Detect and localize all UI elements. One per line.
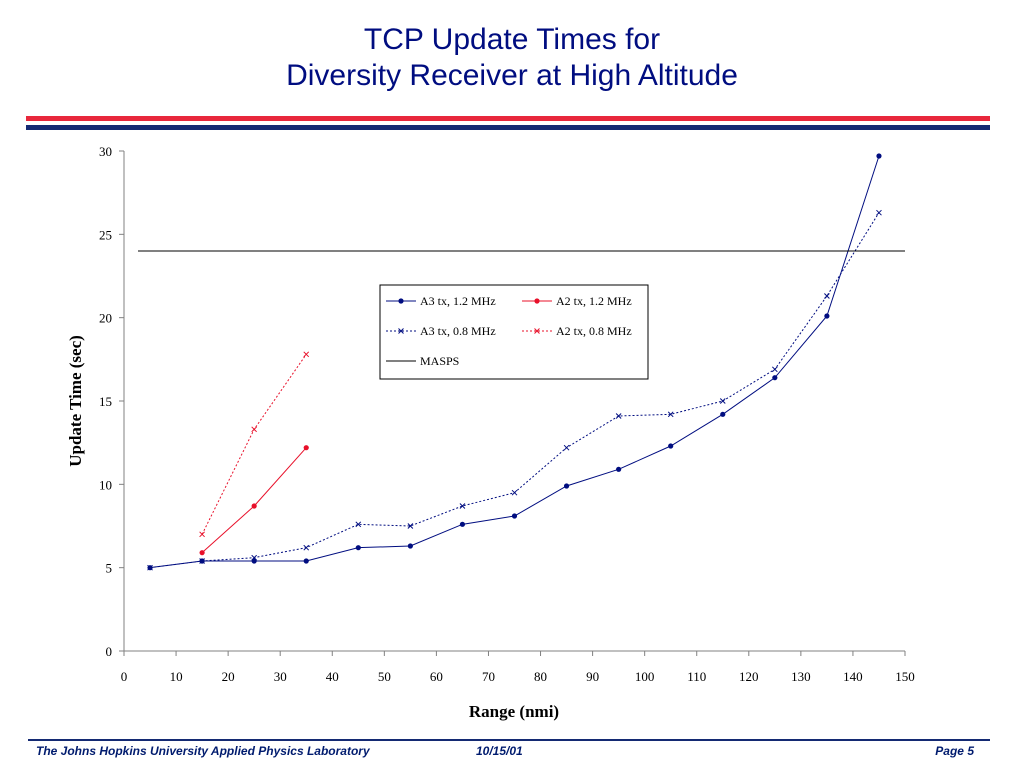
footer-page-number: Page 5: [935, 744, 974, 758]
legend-box: [379, 284, 649, 380]
legend-marker: [398, 298, 404, 304]
data-point: [303, 351, 310, 358]
data-point: [459, 503, 466, 509]
y-tick-label: 10: [99, 477, 112, 492]
x-tick-label: 150: [895, 669, 915, 684]
x-tick-label: 130: [791, 669, 811, 684]
x-tick-label: 70: [482, 669, 495, 684]
data-point: [355, 545, 361, 551]
x-tick-label: 30: [274, 669, 287, 684]
footer-rule: [28, 739, 990, 741]
chart-series: [138, 153, 905, 571]
data-point: [824, 293, 830, 299]
data-point: [668, 443, 674, 449]
data-point: [667, 411, 674, 418]
x-tick-label: 0: [121, 669, 128, 684]
data-point: [303, 544, 310, 551]
y-tick-label: 30: [99, 144, 112, 159]
data-point: [511, 513, 518, 519]
data-point: [615, 413, 622, 419]
data-point: [251, 426, 258, 433]
x-tick-label: 50: [378, 669, 391, 684]
data-point: [407, 543, 413, 549]
data-point: [251, 503, 257, 509]
series-a2-tx-1-2-mhz: [199, 445, 309, 556]
data-point: [199, 531, 205, 538]
legend-marker: [398, 328, 404, 334]
header-rule-blue: [26, 125, 990, 130]
slide-title-line-1: TCP Update Times for: [363, 23, 661, 56]
x-tick-label: 120: [739, 669, 759, 684]
y-axis-label: Update Time (sec): [66, 335, 85, 467]
x-tick-label: 110: [687, 669, 706, 684]
legend-item-a3-tx-0-8-mhz: A3 tx, 0.8 MHz: [386, 324, 496, 338]
chart-axes: 0 5 10 15 20 25 30 0 10 20 30 40 50 60 70 80 90 100 110 120…: [99, 144, 915, 684]
legend-marker: [534, 328, 540, 334]
y-tick-label: 15: [99, 394, 112, 409]
y-tick-label: 5: [106, 561, 113, 576]
data-point: [511, 489, 518, 496]
legend-item-a2-tx-1-2-mhz: A2 tx, 1.2 MHz: [522, 294, 632, 308]
x-tick-label: 100: [635, 669, 655, 684]
data-point: [824, 313, 830, 319]
data-point: [199, 550, 205, 556]
data-point: [616, 466, 622, 472]
legend-label: A3 tx, 0.8 MHz: [420, 324, 496, 338]
data-point: [355, 521, 362, 528]
data-point: [772, 375, 778, 381]
legend-label: A2 tx, 1.2 MHz: [556, 294, 632, 308]
data-point: [563, 444, 570, 451]
y-tick-label: 25: [99, 227, 112, 242]
data-point: [459, 521, 466, 527]
legend-label: A3 tx, 1.2 MHz: [420, 294, 496, 308]
data-point: [303, 558, 309, 564]
chart-legend: A3 tx, 1.2 MHz A2 tx, 1.2 MHz A3 tx, 0.8 M…: [379, 284, 649, 380]
update-time-chart: 0 5 10 15 20 25 30 0 10 20 30 40 50 60 70 80 90 100 110 120…: [66, 144, 915, 721]
x-tick-label: 90: [586, 669, 599, 684]
footer-organization: The Johns Hopkins University Applied Phy…: [36, 744, 370, 758]
slide-title-line-2: Diversity Receiver at High Altitude: [286, 59, 738, 92]
data-point: [199, 558, 205, 564]
header-rule-red: [26, 116, 990, 121]
data-point: [719, 398, 726, 404]
slide-title: TCP Update Times for Diversity Receiver …: [0, 22, 1024, 94]
x-tick-label: 60: [430, 669, 443, 684]
data-point: [147, 564, 153, 571]
data-point: [251, 558, 257, 564]
footer-date: 10/15/01: [476, 744, 523, 758]
legend-item-masps: MASPS: [386, 354, 459, 368]
x-axis-label: Range (nmi): [469, 702, 559, 721]
x-tick-label: 140: [843, 669, 863, 684]
x-tick-label: 80: [534, 669, 547, 684]
data-point: [771, 366, 778, 373]
x-tick-label: 10: [170, 669, 183, 684]
legend-label: MASPS: [420, 354, 459, 368]
series-a2-tx-0-8-mhz: [199, 351, 310, 538]
y-tick-label: 0: [106, 644, 113, 659]
series-a3-tx-1-2-mhz: [147, 153, 882, 571]
data-point: [876, 209, 882, 216]
legend-marker: [534, 298, 540, 304]
series-a3-tx-0-8-mhz: [147, 209, 882, 571]
series-line: [201, 447, 307, 554]
data-point: [876, 153, 882, 159]
x-tick-label: 40: [326, 669, 339, 684]
data-point: [563, 483, 570, 489]
data-point: [303, 445, 309, 451]
data-point: [720, 411, 726, 417]
legend-label: A2 tx, 0.8 MHz: [556, 324, 632, 338]
legend-item-a3-tx-1-2-mhz: A3 tx, 1.2 MHz: [386, 294, 496, 308]
y-tick-label: 20: [99, 311, 112, 326]
legend-item-a2-tx-0-8-mhz: A2 tx, 0.8 MHz: [522, 324, 632, 338]
data-point: [407, 523, 414, 529]
data-point: [251, 554, 258, 561]
x-tick-label: 20: [222, 669, 235, 684]
